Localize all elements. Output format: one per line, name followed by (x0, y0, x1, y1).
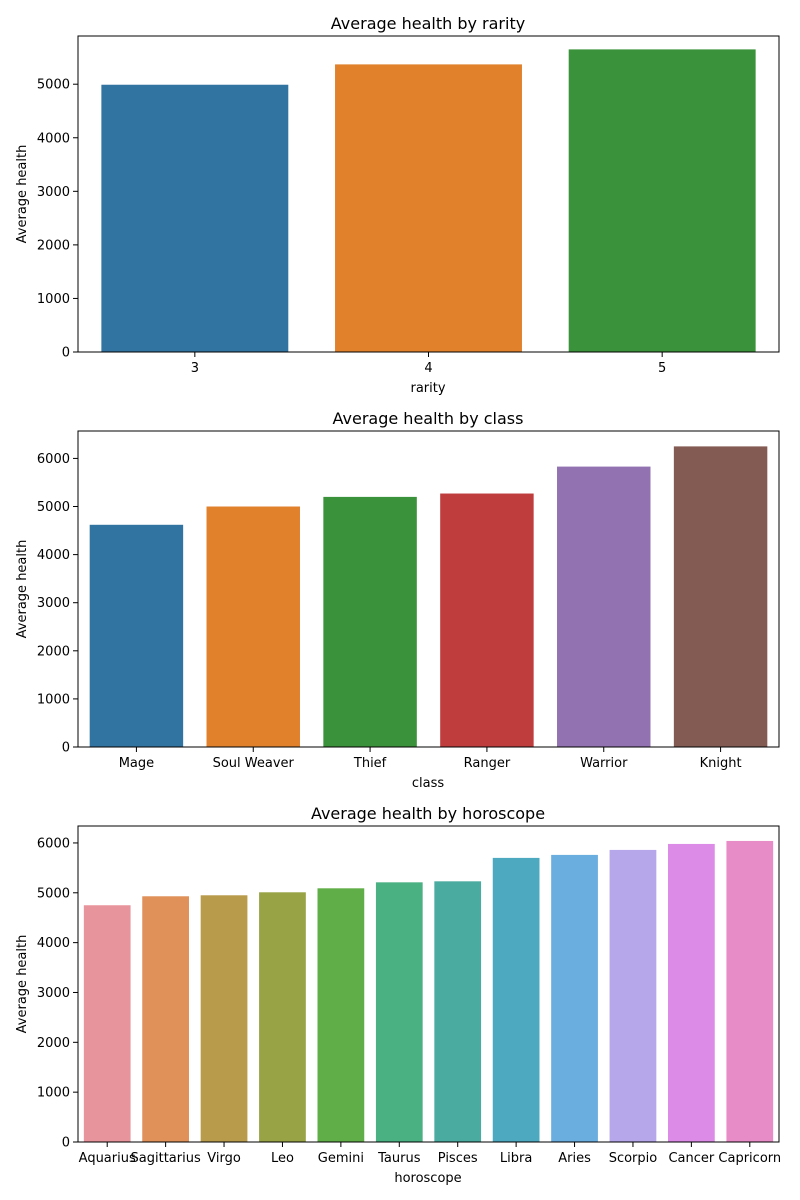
x-tick-label: Mage (119, 756, 154, 771)
plot-frame (77, 430, 780, 748)
bar-4 (335, 64, 522, 352)
bar-pisces (434, 881, 482, 1142)
bar-thief (323, 496, 417, 747)
x-tick-label: Virgo (207, 1151, 241, 1166)
chart-rarity: Average health by rarity 010002000300040… (15, 14, 780, 396)
bar-group (83, 840, 774, 1142)
y-tick-label: 6000 (37, 836, 70, 851)
plot-frame (77, 35, 780, 353)
y-tick-label: 4000 (37, 548, 70, 563)
bar-soul-weaver (206, 506, 300, 747)
x-tick-label: Cancer (668, 1151, 714, 1166)
chart-horoscope: Average health by horoscope 0 1000 2000 300… (15, 804, 781, 1186)
x-tick-label: Taurus (377, 1151, 421, 1166)
x-tick-label: Knight (700, 756, 742, 771)
x-tick-label: Gemini (318, 1151, 364, 1166)
y-axis-label: Average health (15, 540, 30, 639)
y-tick-group: 0 1000 2000 3000 4000 5000 (37, 78, 78, 361)
x-axis-label: rarity (410, 381, 445, 396)
x-tick-label: Ranger (464, 756, 511, 771)
bar-cancer (668, 843, 715, 1142)
x-tick-label: Aquarius (79, 1151, 136, 1166)
x-tick-group: Mage Soul Weaver Thief Ranger Warrior Knight (119, 747, 742, 771)
y-tick-label: 3000 (37, 596, 70, 611)
bar-5 (568, 49, 756, 352)
y-tick-label: 6000 (37, 452, 70, 467)
x-tick-label: Soul Weaver (213, 756, 295, 771)
chart-title: Average health by class (333, 409, 524, 428)
bar-sagittarius (142, 896, 189, 1142)
x-tick-label: Pisces (438, 1151, 478, 1166)
x-tick-label: Capricorn (718, 1151, 781, 1166)
bar-libra (492, 857, 540, 1142)
bar-ranger (440, 493, 534, 747)
y-tick-label: 0 (62, 741, 70, 756)
bar-mage (89, 524, 184, 747)
x-tick-label: 4 (424, 361, 432, 376)
x-tick-label: Thief (353, 756, 387, 771)
y-tick-label: 3000 (37, 185, 70, 200)
plot-frame (77, 825, 780, 1143)
x-tick-label: Scorpio (609, 1151, 658, 1166)
bar-aquarius (83, 905, 131, 1142)
y-tick-label: 2000 (37, 238, 70, 253)
bar-virgo (200, 895, 248, 1142)
bar-3 (101, 84, 289, 352)
chart-title: Average health by horoscope (311, 804, 545, 823)
y-tick-label: 0 (62, 1136, 70, 1151)
y-tick-label: 4000 (37, 936, 70, 951)
chart-class: Average health by class 0 1000 2000 3000 400… (15, 409, 780, 791)
y-tick-label: 5000 (37, 78, 70, 93)
y-tick-label: 5000 (37, 500, 70, 515)
x-axis-label: horoscope (394, 1171, 461, 1186)
chart-title: Average health by rarity (331, 14, 525, 33)
bar-leo (259, 892, 306, 1142)
y-tick-label: 1000 (37, 292, 70, 307)
y-tick-label: 1000 (37, 1086, 70, 1101)
bar-knight (673, 446, 768, 747)
bar-warrior (557, 466, 651, 747)
y-tick-label: 1000 (37, 692, 70, 707)
bar-taurus (375, 882, 423, 1142)
bar-group (101, 49, 756, 352)
y-tick-label: 0 (62, 346, 70, 361)
y-tick-label: 3000 (37, 986, 70, 1001)
bar-group (89, 446, 768, 747)
x-tick-label: 3 (191, 361, 199, 376)
bar-gemini (317, 888, 365, 1142)
y-axis-label: Average health (15, 935, 30, 1034)
x-axis-label: class (412, 776, 444, 791)
bar-aries (551, 854, 598, 1142)
y-tick-group: 0 1000 2000 3000 4000 5000 6000 (37, 452, 78, 756)
x-tick-label: 5 (658, 361, 666, 376)
y-tick-label: 5000 (37, 886, 70, 901)
x-tick-group: 3 4 5 (191, 352, 666, 376)
y-tick-label: 4000 (37, 131, 70, 146)
x-tick-label: Warrior (580, 756, 628, 771)
x-tick-label: Aries (558, 1151, 591, 1166)
bar-capricorn (726, 840, 774, 1142)
x-tick-label: Leo (271, 1151, 294, 1166)
y-axis-label: Average health (15, 145, 30, 244)
y-tick-label: 2000 (37, 644, 70, 659)
y-tick-label: 2000 (37, 1036, 70, 1051)
x-tick-label: Libra (500, 1151, 532, 1166)
bar-scorpio (609, 849, 657, 1142)
y-tick-group: 0 1000 2000 3000 4000 5000 6000 (37, 836, 78, 1151)
x-tick-label: Sagittarius (131, 1151, 201, 1166)
